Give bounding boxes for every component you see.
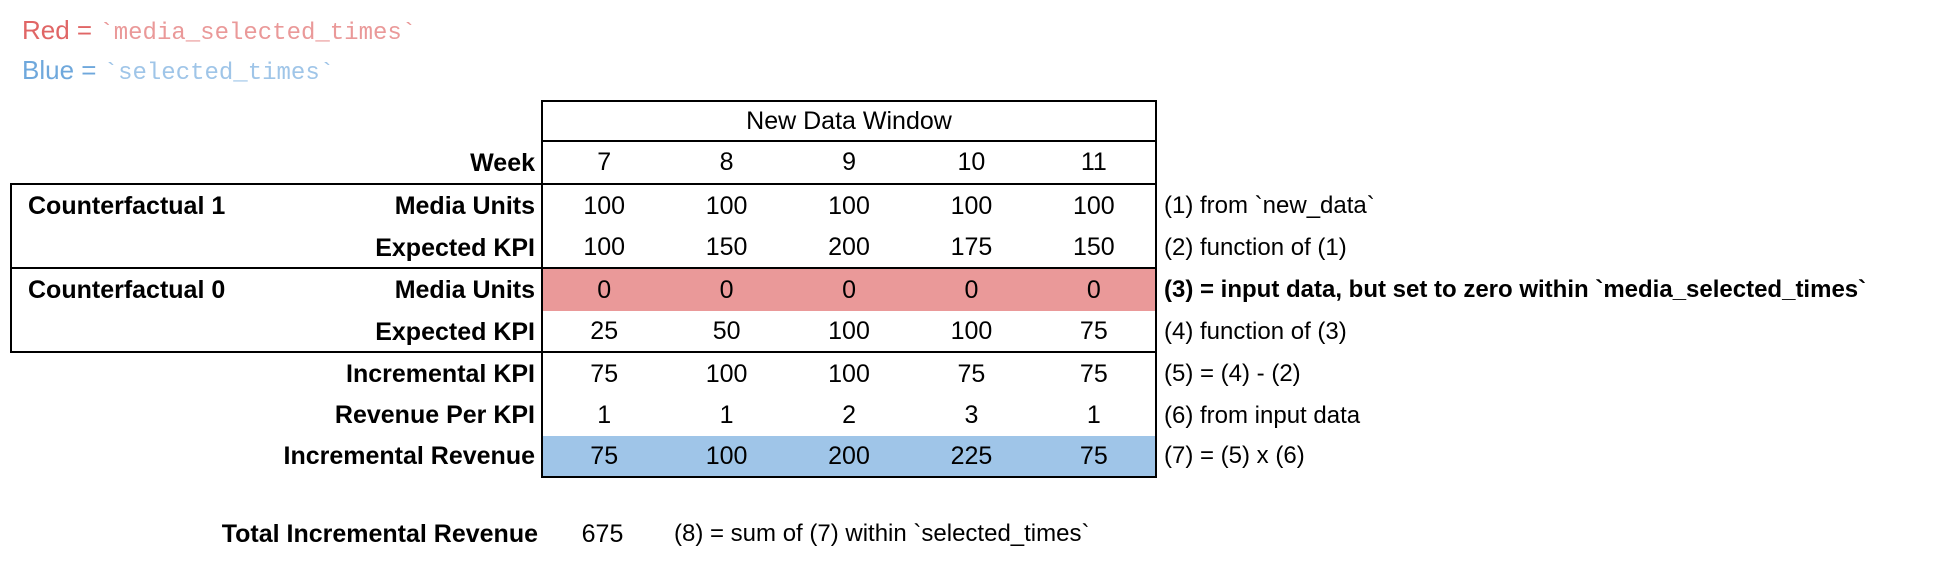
table-cell: 100 bbox=[828, 359, 870, 388]
table-cell: 225 bbox=[950, 441, 993, 470]
row-label-expected-kpi-cf0: Expected KPI bbox=[375, 318, 535, 346]
table-cell: 100 bbox=[583, 232, 626, 261]
table-cell: 100 bbox=[1072, 191, 1115, 220]
table-cell: 200 bbox=[828, 441, 870, 470]
legend-red-name: Red bbox=[22, 15, 70, 45]
data-table: New Data Window 7 8 9 10 11 100 100 100 … bbox=[541, 100, 1157, 478]
row-label-media-units-cf1: Media Units bbox=[394, 192, 535, 220]
legend-red-line: Red = `media_selected_times` bbox=[22, 10, 416, 50]
week-cell: 9 bbox=[842, 148, 856, 176]
counterfactual-group-divider bbox=[10, 267, 541, 269]
table-cell: 3 bbox=[964, 401, 979, 429]
group-label-counterfactual-0: Counterfactual 0 bbox=[28, 276, 226, 304]
week-cell: 10 bbox=[957, 148, 986, 176]
table-cell: 0 bbox=[1086, 275, 1101, 304]
table-cell: 100 bbox=[950, 316, 993, 345]
annotation-2: (2) function of (1) bbox=[1164, 234, 1347, 261]
table-cell: 50 bbox=[712, 316, 741, 345]
table-cell: 75 bbox=[1079, 441, 1108, 470]
legend-blue-name: Blue bbox=[22, 55, 75, 85]
table-cell: 100 bbox=[705, 191, 748, 220]
row-media-units-cf1: 100 100 100 100 100 bbox=[543, 185, 1155, 227]
week-row-label: Week bbox=[470, 149, 535, 177]
table-cell: 75 bbox=[1079, 359, 1108, 388]
table-cell: 0 bbox=[597, 275, 612, 304]
week-number-row: 7 8 9 10 11 bbox=[543, 142, 1155, 185]
table-cell: 25 bbox=[590, 316, 619, 345]
week-cell: 7 bbox=[597, 148, 612, 176]
annotation-5: (5) = (4) - (2) bbox=[1164, 360, 1301, 387]
table-cell: 0 bbox=[842, 275, 856, 304]
week-cell: 8 bbox=[719, 148, 734, 176]
table-cell: 100 bbox=[828, 191, 870, 220]
table-cell: 100 bbox=[583, 191, 626, 220]
color-legend: Red = `media_selected_times` Blue = `sel… bbox=[22, 10, 416, 90]
table-cell: 75 bbox=[590, 441, 619, 470]
row-label-incremental-revenue: Incremental Revenue bbox=[283, 442, 536, 470]
table-cell: 100 bbox=[828, 316, 870, 345]
legend-red-code: `media_selected_times` bbox=[99, 20, 417, 47]
table-cell: 2 bbox=[842, 401, 856, 429]
row-incremental-revenue-highlight-blue: 75 100 200 225 75 bbox=[543, 436, 1155, 476]
week-cell: 11 bbox=[1080, 148, 1107, 176]
row-expected-kpi-cf1: 100 150 200 175 150 bbox=[543, 227, 1155, 269]
row-label-media-units-cf0: Media Units bbox=[394, 276, 535, 304]
table-cell: 200 bbox=[828, 232, 870, 261]
table-cell: 0 bbox=[719, 275, 734, 304]
table-cell: 75 bbox=[590, 359, 619, 388]
table-cell: 75 bbox=[1079, 316, 1108, 345]
annotation-4: (4) function of (3) bbox=[1164, 318, 1347, 345]
table-cell: 150 bbox=[705, 232, 748, 261]
row-incremental-kpi: 75 100 100 75 75 bbox=[543, 353, 1155, 395]
row-label-revenue-per-kpi: Revenue Per KPI bbox=[334, 401, 535, 429]
table-cell: 1 bbox=[1086, 401, 1101, 429]
row-media-units-cf0-highlight-red: 0 0 0 0 0 bbox=[543, 269, 1155, 311]
legend-blue-equals: = bbox=[74, 55, 104, 85]
annotation-7: (7) = (5) x (6) bbox=[1164, 442, 1305, 469]
group-label-counterfactual-1: Counterfactual 1 bbox=[28, 192, 226, 220]
table-cell: 1 bbox=[719, 401, 734, 429]
legend-blue-code: `selected_times` bbox=[103, 60, 335, 87]
legend-red-equals: = bbox=[69, 15, 100, 45]
annotation-6: (6) from input data bbox=[1164, 402, 1361, 429]
table-cell: 100 bbox=[950, 191, 993, 220]
table-cell: 0 bbox=[964, 275, 979, 304]
new-data-window-header: New Data Window bbox=[543, 102, 1155, 142]
row-label-expected-kpi-cf1: Expected KPI bbox=[375, 234, 535, 262]
table-cell: 100 bbox=[705, 359, 748, 388]
row-expected-kpi-cf0: 25 50 100 100 75 bbox=[543, 311, 1155, 353]
total-incremental-revenue-value: 675 bbox=[581, 520, 624, 548]
table-cell: 1 bbox=[597, 401, 612, 429]
table-cell: 150 bbox=[1072, 232, 1115, 261]
total-incremental-revenue-label: Total Incremental Revenue bbox=[221, 520, 538, 548]
annotation-1: (1) from `new_data` bbox=[1164, 192, 1375, 219]
legend-blue-line: Blue = `selected_times` bbox=[22, 50, 416, 90]
annotation-3: (3) = input data, but set to zero within… bbox=[1164, 276, 1867, 303]
table-cell: 175 bbox=[950, 232, 993, 261]
annotation-8: (8) = sum of (7) within `selected_times` bbox=[674, 520, 1090, 547]
table-cell: 75 bbox=[957, 359, 986, 388]
row-revenue-per-kpi: 1 1 2 3 1 bbox=[543, 395, 1155, 436]
row-label-incremental-kpi: Incremental KPI bbox=[346, 360, 535, 388]
table-cell: 100 bbox=[705, 441, 748, 470]
